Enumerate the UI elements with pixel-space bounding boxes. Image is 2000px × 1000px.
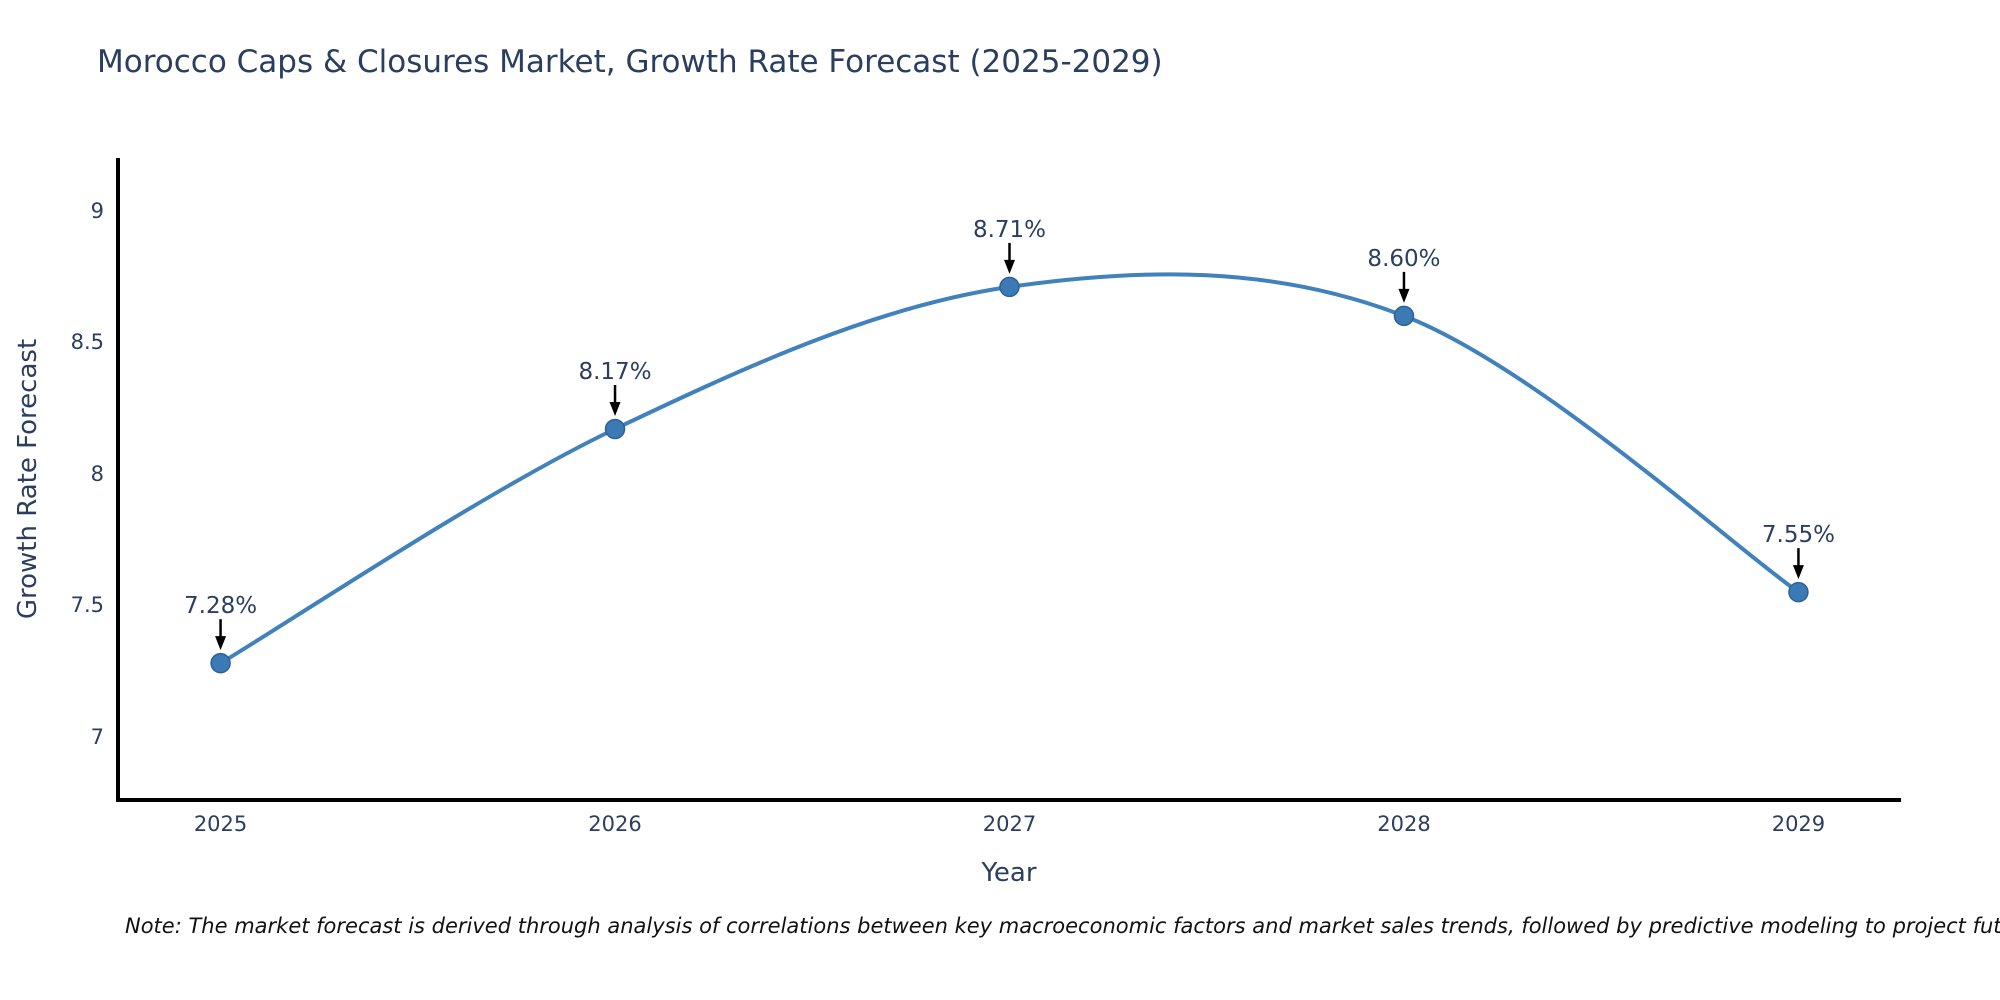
- data-point-2029: [1788, 581, 1809, 603]
- footnote: Note: The market forecast is derived thr…: [125, 914, 2000, 938]
- y-tick-7: 7: [90, 724, 104, 749]
- annotation-label-2027: 8.71%: [972, 216, 1047, 243]
- y-tick-8: 8: [90, 461, 104, 486]
- growth-rate-line: [218, 272, 1801, 666]
- annotation-arrowhead-icon: [1398, 288, 1410, 303]
- axis-lines: [116, 158, 1901, 802]
- data-point-2025: [210, 652, 231, 674]
- annotation-arrowhead-icon: [1792, 565, 1804, 580]
- x-tick-2027: 2027: [982, 812, 1037, 836]
- y-tick-9: 9: [90, 198, 104, 223]
- chart-title: Morocco Caps & Closures Market, Growth R…: [97, 44, 1163, 80]
- data-point-2027: [999, 276, 1020, 298]
- y-tick-7.5: 7.5: [70, 593, 104, 618]
- x-tick-2026: 2026: [588, 812, 642, 836]
- annotation-arrowhead-icon: [609, 402, 621, 417]
- annotation-arrowhead-icon: [215, 636, 227, 651]
- x-axis-title: Year: [981, 858, 1037, 888]
- annotation-label-2026: 8.17%: [578, 359, 652, 385]
- x-tick-2029: 2029: [1771, 812, 1826, 836]
- annotation-arrowhead-icon: [1004, 259, 1015, 274]
- data-point-2026: [604, 418, 626, 440]
- annotation-label-2028: 8.60%: [1367, 245, 1441, 272]
- annotation-label-2029: 7.55%: [1761, 522, 1835, 549]
- x-tick-2028: 2028: [1377, 812, 1431, 836]
- data-point-2028: [1393, 305, 1415, 327]
- y-tick-8.5: 8.5: [70, 330, 104, 355]
- annotation-label-2025: 7.28%: [184, 593, 258, 620]
- x-tick-2025: 2025: [193, 812, 248, 836]
